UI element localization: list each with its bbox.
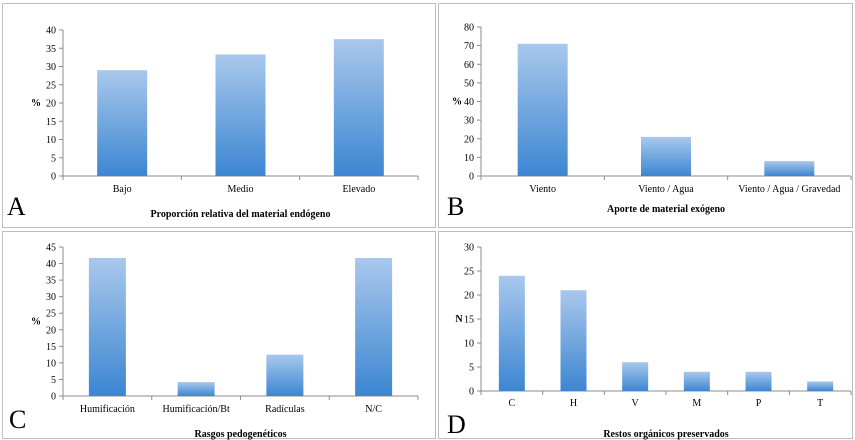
- y-tick-label: 5: [469, 363, 474, 374]
- panel-letter-d: D: [447, 410, 466, 439]
- chart-c: 0 5 10 15 20 25 30 35 40 45 Humificación Humificaci…: [31, 243, 419, 440]
- bar-c-4: [355, 257, 393, 396]
- bar-c-3: [266, 354, 304, 396]
- y-tick-label: 25: [464, 267, 474, 278]
- y-tick-label: 30: [464, 116, 474, 127]
- x-tick-label: P: [756, 398, 762, 409]
- y-tick-label: 50: [464, 78, 474, 89]
- y-tick-label: 30: [464, 243, 474, 254]
- y-axis-title: N: [455, 314, 463, 325]
- x-tick-label: Medio: [227, 184, 253, 195]
- bar-d-4: [683, 371, 710, 391]
- y-tick-label: 0: [51, 172, 56, 183]
- bar-c-2: [177, 382, 215, 396]
- y-axis-title: %: [31, 317, 41, 328]
- y-tick-label: 15: [46, 342, 56, 353]
- x-tick-label: Elevado: [342, 184, 375, 195]
- bar-b-2: [641, 136, 691, 176]
- x-axis-title: Rasgos pedogenéticos: [195, 429, 287, 440]
- chart-panel-d: 0 5 10 15 20 25 30 C H V M P T N Restos orgánicos pres…: [438, 231, 853, 440]
- y-tick-label: 20: [464, 134, 474, 145]
- y-tick-label: 10: [464, 153, 474, 164]
- y-axis-title: %: [31, 98, 41, 109]
- x-tick-label: Viento: [529, 184, 556, 195]
- y-axis-title: %: [452, 97, 462, 108]
- x-axis-title: Aporte de material exógeno: [607, 204, 725, 215]
- chart-b: 0 10 20 30 40 50 60 70 80 Viento Viento / Agua Vien…: [452, 23, 852, 215]
- x-tick-label: Humificación: [80, 404, 135, 415]
- y-tick-label: 25: [46, 309, 56, 320]
- chart-panel-b: 0 10 20 30 40 50 60 70 80 Viento Viento / Agua Vien…: [438, 3, 853, 228]
- bar-c-1: [88, 257, 126, 396]
- x-tick-label: Viento / Agua: [638, 184, 694, 195]
- x-tick-label: Bajo: [113, 184, 132, 195]
- chart-a: 0 5 10 15 20 25 30 35 40 Bajo Medio Elevado% Proporc…: [31, 26, 419, 220]
- y-tick-label: 20: [46, 325, 56, 336]
- y-tick-label: 45: [46, 243, 56, 254]
- y-tick-label: 10: [46, 135, 56, 146]
- y-tick-label: 10: [46, 358, 56, 369]
- x-tick-label: T: [817, 398, 823, 409]
- bar-a-3: [333, 39, 384, 176]
- y-tick-label: 40: [464, 97, 474, 108]
- y-tick-label: 0: [469, 387, 474, 398]
- y-tick-label: 10: [464, 339, 474, 350]
- y-tick-label: 5: [51, 153, 56, 164]
- panel-letter-b: B: [447, 192, 465, 221]
- y-tick-label: 35: [46, 44, 56, 55]
- x-tick-label: Viento / Agua / Gravedad: [738, 184, 840, 195]
- y-tick-label: 20: [464, 291, 474, 302]
- y-tick-label: 70: [464, 41, 474, 52]
- x-tick-label: V: [632, 398, 640, 409]
- y-tick-label: 20: [46, 99, 56, 110]
- bar-d-3: [622, 362, 649, 391]
- y-tick-label: 30: [46, 62, 56, 73]
- y-tick-label: 40: [46, 259, 56, 270]
- chart-d: 0 5 10 15 20 25 30 C H V M P T N Restos orgánicos pres…: [455, 243, 852, 440]
- bar-a-2: [215, 54, 266, 176]
- bar-a-1: [97, 70, 148, 176]
- x-tick-label: M: [692, 398, 701, 409]
- bar-d-1: [498, 275, 525, 391]
- chart-panel-c: 0 5 10 15 20 25 30 35 40 45 Humificación Humificaci…: [2, 231, 436, 440]
- bar-b-1: [517, 43, 568, 177]
- bar-d-5: [745, 371, 772, 391]
- y-tick-label: 60: [464, 60, 474, 71]
- bar-d-6: [807, 381, 834, 391]
- y-tick-label: 80: [464, 23, 474, 34]
- y-tick-label: 5: [51, 375, 56, 386]
- y-tick-label: 40: [46, 26, 56, 37]
- x-tick-label: H: [570, 398, 577, 409]
- panel-letter-a: A: [7, 192, 26, 221]
- y-tick-label: 15: [46, 117, 56, 128]
- y-tick-label: 30: [46, 292, 56, 303]
- x-axis-title: Proporción relativa del material endógen…: [151, 209, 331, 220]
- panel-letter-c: C: [9, 405, 27, 434]
- chart-panel-a: 0 5 10 15 20 25 30 35 40 Bajo Medio Elevado% Proporc…: [2, 3, 436, 228]
- x-tick-label: C: [508, 398, 515, 409]
- y-tick-label: 15: [464, 315, 474, 326]
- bar-b-3: [764, 161, 815, 176]
- bar-d-2: [560, 290, 587, 391]
- x-tick-label: Radículas: [265, 404, 305, 415]
- y-tick-label: 0: [51, 392, 56, 403]
- x-tick-label: Humificación/Bt: [163, 404, 230, 415]
- x-tick-label: N/C: [365, 404, 382, 415]
- y-tick-label: 35: [46, 276, 56, 287]
- y-tick-label: 0: [469, 172, 474, 183]
- y-tick-label: 25: [46, 80, 56, 91]
- x-axis-title: Restos orgánicos preservados: [603, 429, 728, 440]
